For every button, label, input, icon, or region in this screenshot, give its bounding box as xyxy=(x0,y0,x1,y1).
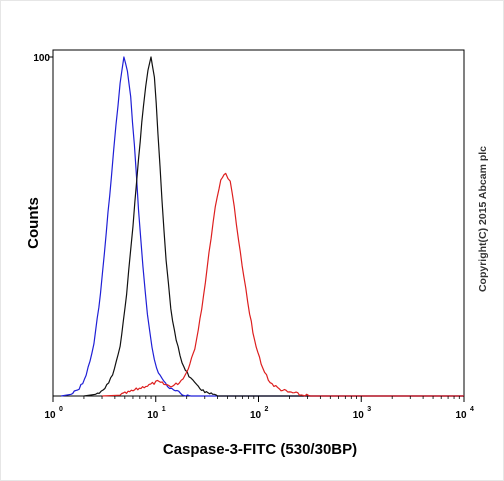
x-tick-label: 10 xyxy=(44,410,56,421)
x-tick-label: 10 xyxy=(455,410,467,421)
series-layer xyxy=(60,56,464,397)
y-axis-label: Counts xyxy=(25,197,42,249)
plot-area xyxy=(52,49,465,397)
x-tick-label: 10 xyxy=(353,410,365,421)
x-tick-label: 10 xyxy=(147,410,159,421)
copyright-text: Copyright(C) 2015 Abcam plc xyxy=(477,146,489,292)
x-tick-exponent: 2 xyxy=(265,406,269,413)
histogram-series-1 xyxy=(60,56,464,397)
histogram-series-3 xyxy=(101,172,464,397)
histogram-series-2 xyxy=(83,56,464,397)
x-tick-exponent: 4 xyxy=(470,406,474,413)
x-tick-exponent: 0 xyxy=(59,406,63,413)
x-axis-label: Caspase-3-FITC (530/30BP) xyxy=(163,441,357,458)
x-tick-label: 10 xyxy=(250,410,262,421)
x-tick-exponent: 3 xyxy=(367,406,371,413)
y-tick-label: 100 xyxy=(33,53,50,64)
x-tick-exponent: 1 xyxy=(162,406,166,413)
